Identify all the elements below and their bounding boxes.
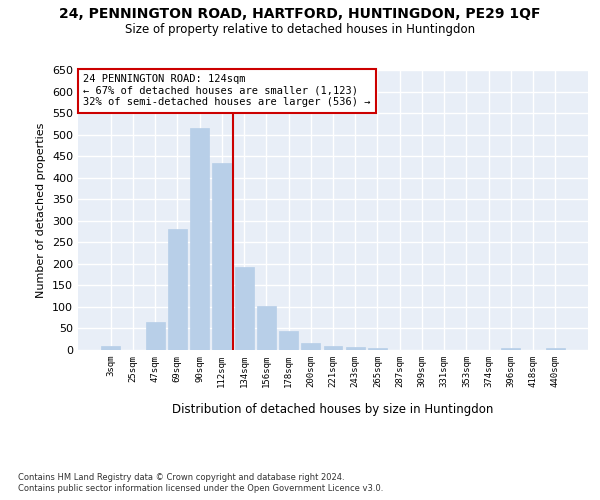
Y-axis label: Number of detached properties: Number of detached properties: [37, 122, 46, 298]
Bar: [301, 342, 320, 350]
Text: Contains HM Land Registry data © Crown copyright and database right 2024.: Contains HM Land Registry data © Crown c…: [18, 472, 344, 482]
Bar: [323, 346, 343, 350]
Bar: [212, 162, 231, 350]
Bar: [168, 230, 187, 350]
Text: 24 PENNINGTON ROAD: 124sqm
← 67% of detached houses are smaller (1,123)
32% of s: 24 PENNINGTON ROAD: 124sqm ← 67% of deta…: [83, 74, 371, 108]
Bar: [101, 346, 120, 350]
Bar: [279, 330, 298, 350]
Bar: [346, 348, 365, 350]
Text: 24, PENNINGTON ROAD, HARTFORD, HUNTINGDON, PE29 1QF: 24, PENNINGTON ROAD, HARTFORD, HUNTINGDO…: [59, 8, 541, 22]
Bar: [368, 348, 387, 350]
Bar: [546, 348, 565, 350]
Text: Size of property relative to detached houses in Huntingdon: Size of property relative to detached ho…: [125, 22, 475, 36]
Bar: [146, 322, 164, 350]
Bar: [235, 268, 254, 350]
Bar: [257, 306, 276, 350]
Text: Distribution of detached houses by size in Huntingdon: Distribution of detached houses by size …: [172, 402, 494, 415]
Text: Contains public sector information licensed under the Open Government Licence v3: Contains public sector information licen…: [18, 484, 383, 493]
Bar: [502, 348, 520, 350]
Bar: [190, 128, 209, 350]
